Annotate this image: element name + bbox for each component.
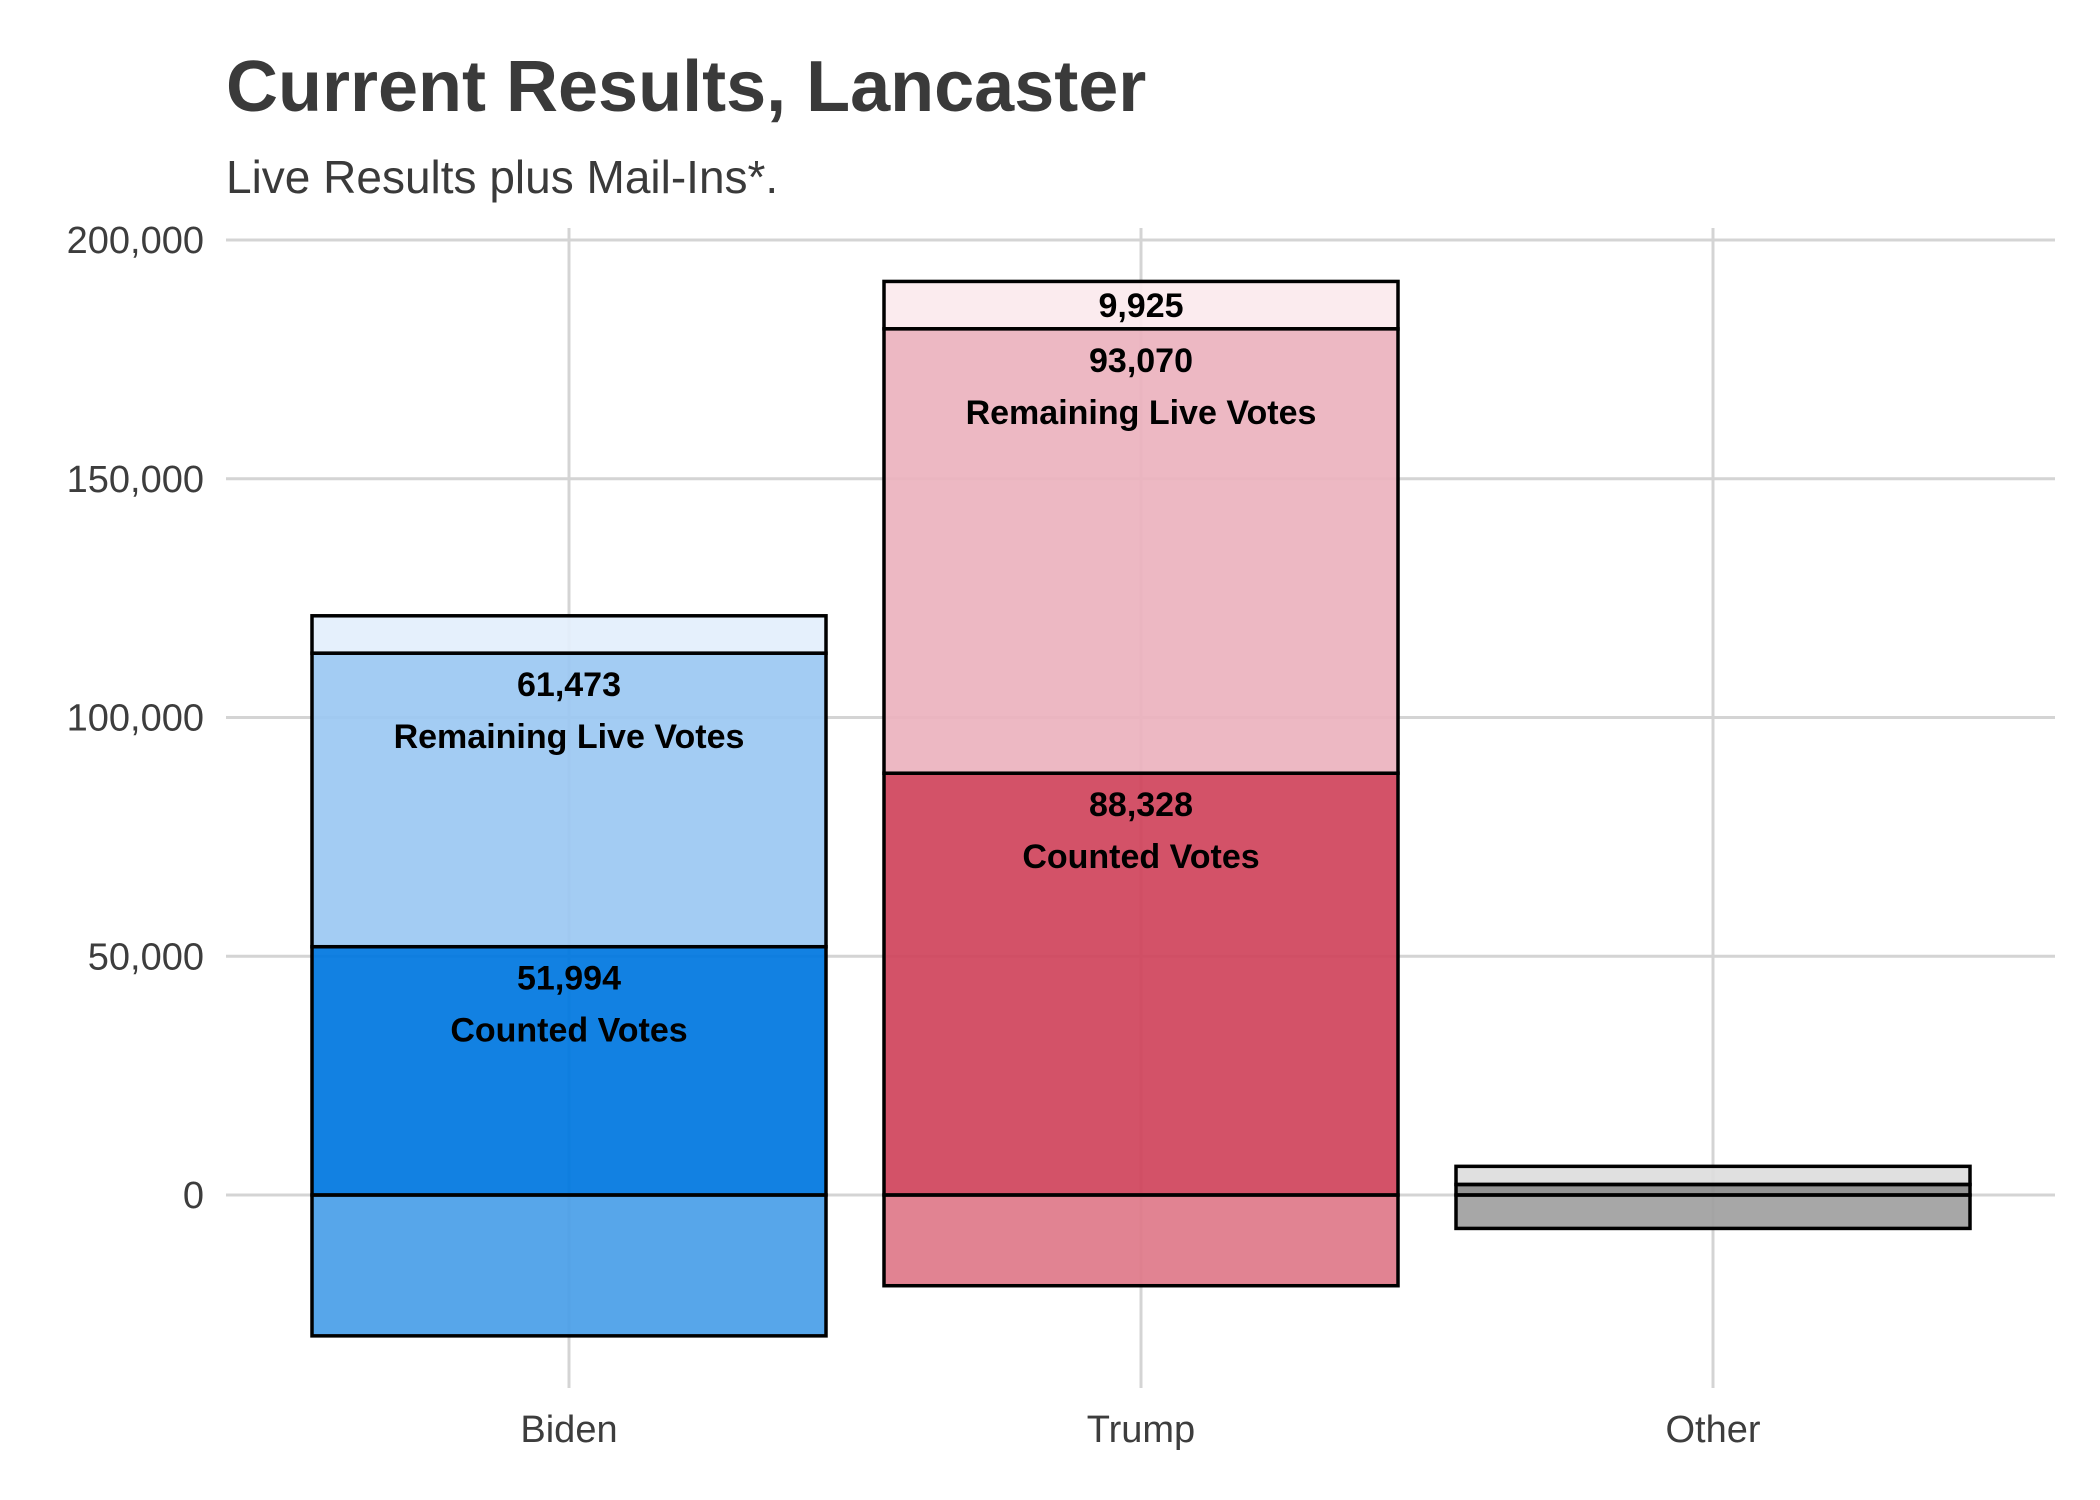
segment-text-label: Counted Votes [450, 1012, 687, 1050]
bar-segment-biden [312, 1195, 826, 1336]
segment-value-label: 93,070 [1089, 342, 1193, 380]
bar-segment-trump [884, 328, 1398, 774]
bar-segment-biden [312, 615, 826, 654]
x-axis-ticks: Biden Trump Other [520, 1409, 1760, 1451]
bar-segment-trump [884, 281, 1398, 329]
bar-segment-trump [884, 1195, 1398, 1286]
y-tick-label: 0 [183, 1175, 204, 1217]
segment-text-label: Counted Votes [1022, 838, 1259, 876]
y-tick-label: 200,000 [67, 220, 204, 262]
segment-value-label: 88,328 [1089, 786, 1193, 824]
chart-subtitle: Live Results plus Mail-Ins*. [226, 151, 779, 203]
bar-segment-outline [1454, 1164, 1972, 1187]
chart-title: Current Results, Lancaster [226, 47, 1147, 127]
segment-value-label: 9,925 [1098, 287, 1183, 325]
x-tick-label: Other [1665, 1409, 1760, 1451]
bar-segment-trump [884, 773, 1398, 1195]
bar-segment-outline [310, 614, 828, 655]
bar-segment-other [1456, 1184, 1970, 1195]
y-tick-label: 150,000 [67, 459, 204, 501]
bar-segment-other [1456, 1195, 1970, 1229]
segment-value-label: 51,994 [517, 960, 621, 998]
x-tick-label: Biden [520, 1409, 617, 1451]
bar-segment-biden [312, 946, 826, 1195]
segment-value-label: 61,473 [517, 666, 621, 704]
x-tick-label: Trump [1087, 1409, 1195, 1451]
bar-segment-other [1456, 1166, 1970, 1185]
y-tick-label: 100,000 [67, 698, 204, 740]
y-axis-ticks: 0 50,000 100,000 150,000 200,000 [67, 220, 204, 1217]
bar-segment-outline [882, 279, 1400, 331]
y-tick-label: 50,000 [88, 936, 204, 978]
segment-text-label: Remaining Live Votes [394, 718, 745, 756]
bars [310, 279, 1972, 1338]
segment-text-label: Remaining Live Votes [966, 394, 1317, 432]
segment-labels: 51,994 Counted Votes 61,473 Remaining Live … [394, 287, 1317, 1050]
bar-segment-biden [312, 653, 826, 947]
